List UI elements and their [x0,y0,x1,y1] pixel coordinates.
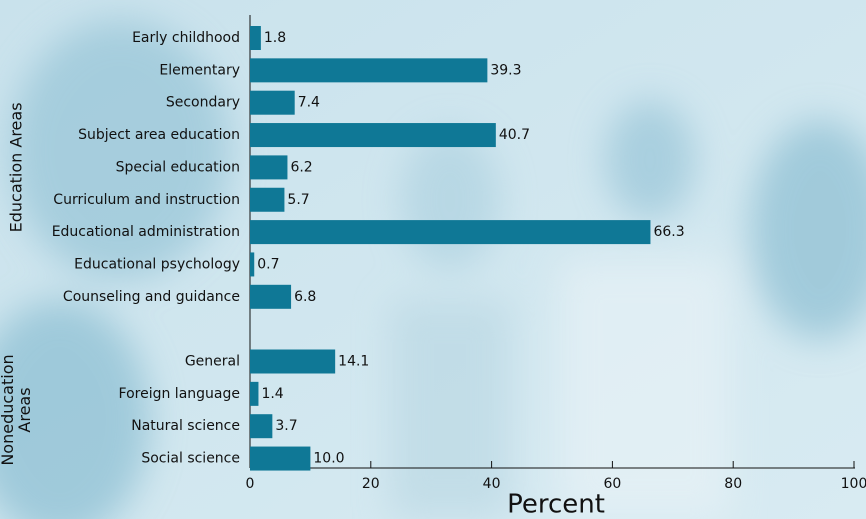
value-label: 1.8 [264,30,286,46]
value-label: 14.1 [338,354,369,370]
bar [250,58,488,83]
value-label: 39.3 [490,62,521,78]
bar [250,123,496,148]
group-label: Noneducation [0,354,17,465]
bar [250,381,259,406]
x-axis-title: Percent [507,490,605,519]
value-label: 0.7 [257,256,279,272]
bar [250,349,336,374]
bar [250,187,285,212]
value-label: 5.7 [287,192,309,208]
bar [250,90,295,115]
group-label: Education Areas [7,102,26,232]
y-tick-label: Curriculum and instruction [53,192,240,208]
value-label: 6.8 [294,289,316,305]
y-tick-label: Social science [141,451,240,467]
bar [250,446,311,471]
y-tick-label: Early childhood [132,30,240,46]
x-tick-label: 100 [841,476,866,492]
bar [250,26,261,50]
value-label: 10.0 [313,451,344,467]
x-tick-label: 20 [362,476,380,492]
value-label: 40.7 [499,127,530,143]
bar [250,252,255,277]
x-tick-label: 0 [246,476,255,492]
y-tick-label: Subject area education [78,127,240,143]
y-tick-label: Educational administration [52,224,240,240]
y-tick-label: General [185,354,240,370]
y-tick-label: Foreign language [119,386,240,402]
bar [250,155,288,180]
x-tick-label: 80 [724,476,742,492]
y-tick-label: Counseling and guidance [63,289,240,305]
group-label: Areas [15,387,34,432]
y-tick-label: Natural science [131,418,240,434]
value-label: 3.7 [275,418,297,434]
y-tick-label: Special education [116,159,240,175]
y-tick-label: Elementary [159,62,240,78]
value-label: 6.2 [290,159,312,175]
bar [250,284,292,309]
bar [250,220,651,245]
value-label: 66.3 [653,224,684,240]
bar [250,414,273,439]
background-photo [0,20,866,519]
y-tick-label: Educational psychology [74,256,240,272]
y-tick-label: Secondary [166,95,240,111]
value-label: 7.4 [298,95,320,111]
value-label: 1.4 [261,386,283,402]
x-tick-label: 60 [603,476,621,492]
x-tick-label: 40 [483,476,501,492]
